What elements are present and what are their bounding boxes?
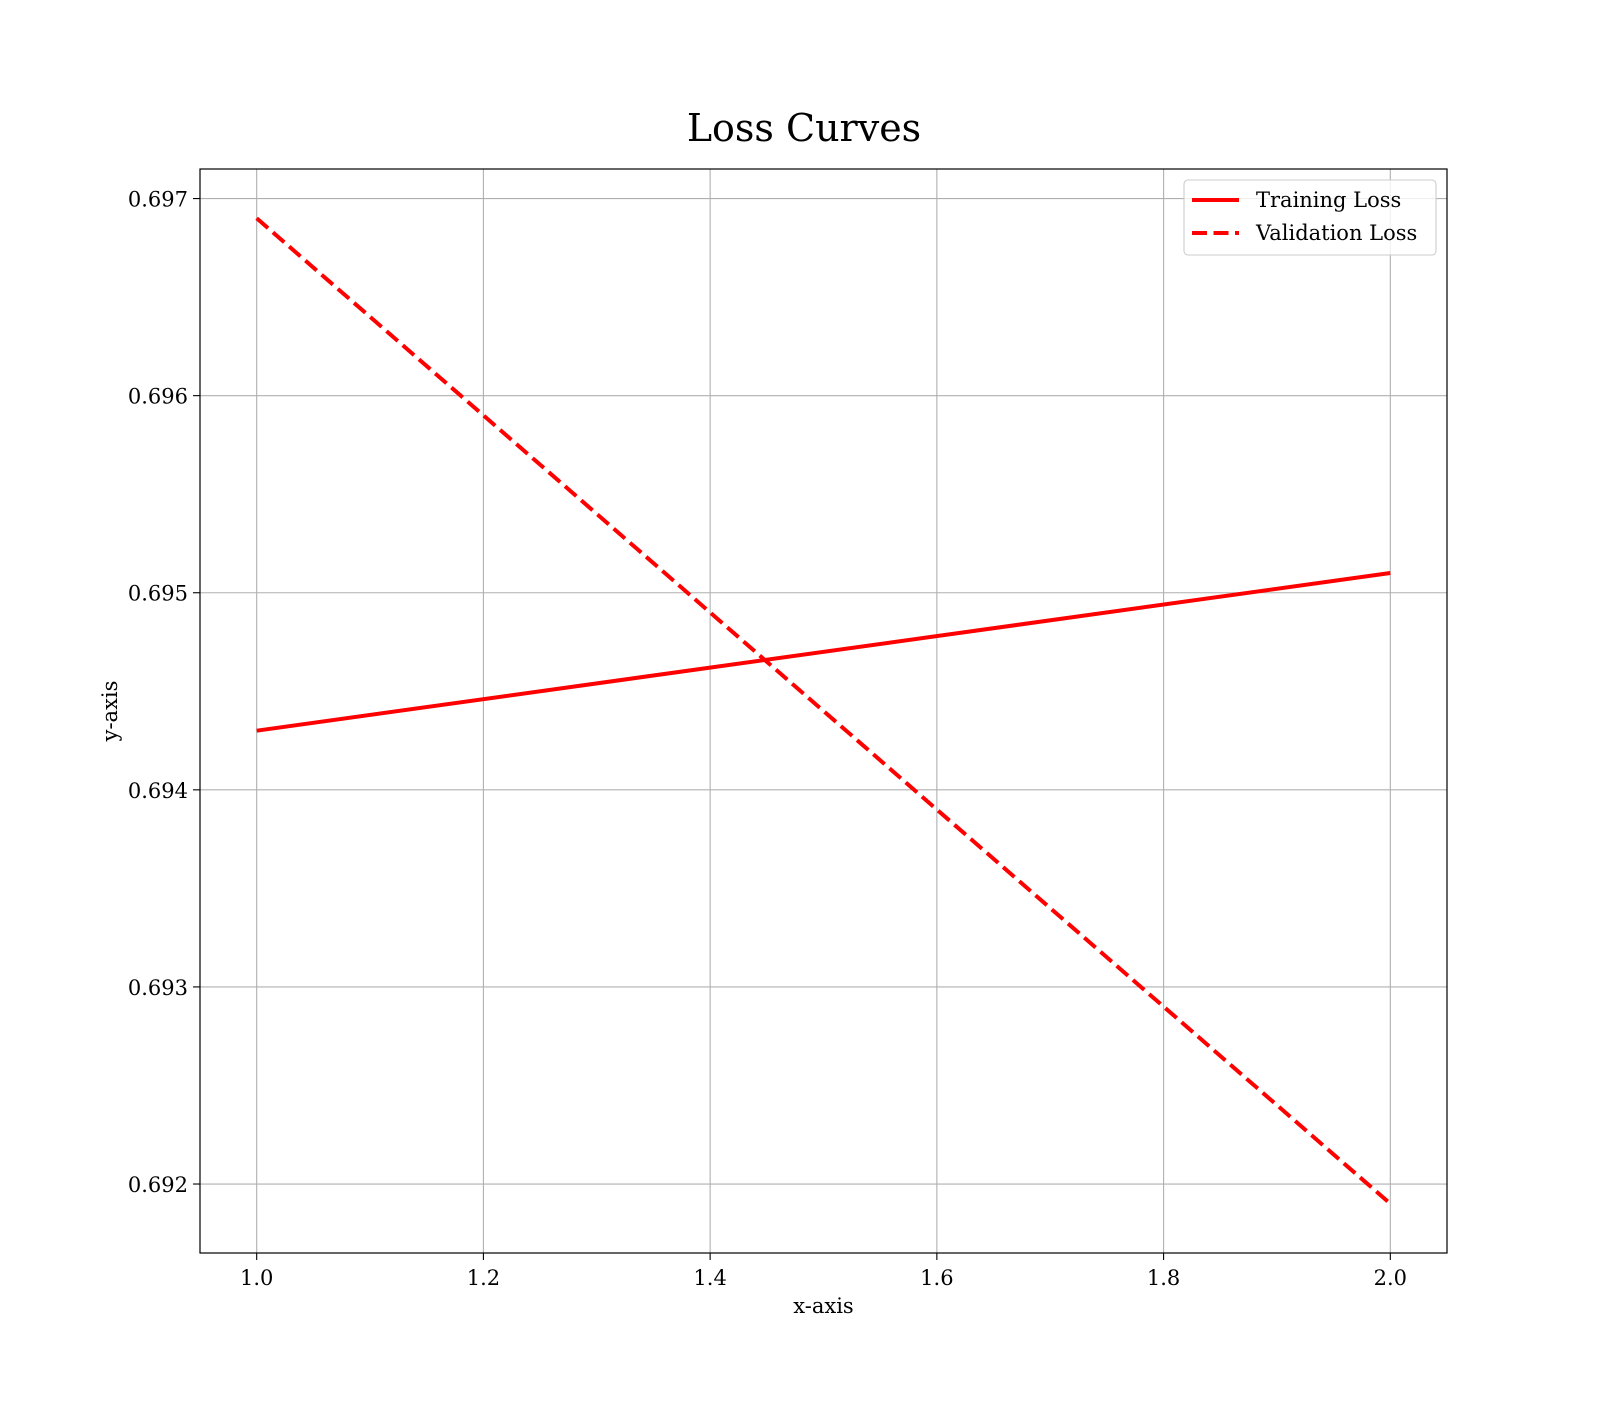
series-line-validation-loss <box>255 216 1392 1206</box>
y-axis-ticks: 0.692 0.693 0.694 0.695 0.696 0.697 <box>128 188 200 1197</box>
x-tick-label: 1.0 <box>240 1266 273 1290</box>
legend: Training Loss Validation Loss <box>1183 179 1437 256</box>
y-tick-label: 0.693 <box>128 976 188 1000</box>
y-tick-label: 0.697 <box>128 188 188 212</box>
y-tick-label: 0.694 <box>128 779 188 803</box>
x-tick-label: 1.2 <box>467 1266 500 1290</box>
x-tick-label: 2.0 <box>1374 1266 1407 1290</box>
plot-frame <box>199 168 1448 1254</box>
series-line-training-loss <box>256 571 1391 733</box>
x-tick-label: 1.8 <box>1147 1266 1180 1290</box>
y-tick-label: 0.695 <box>128 582 188 606</box>
x-axis-ticks: 1.0 1.2 1.4 1.6 1.8 2.0 <box>240 1253 1407 1290</box>
x-axis-label: x-axis <box>793 1294 853 1318</box>
y-tick-label: 0.696 <box>128 385 188 409</box>
y-tick-label: 0.692 <box>128 1173 188 1197</box>
legend-label: Validation Loss <box>1255 221 1417 245</box>
legend-label: Training Loss <box>1256 188 1401 212</box>
x-tick-label: 1.6 <box>920 1266 953 1290</box>
x-tick-label: 1.4 <box>693 1266 726 1290</box>
y-axis-label: y-axis <box>98 681 122 743</box>
chart-title: Loss Curves <box>687 106 921 150</box>
series-lines <box>255 216 1392 1206</box>
legend-box <box>1183 179 1437 256</box>
